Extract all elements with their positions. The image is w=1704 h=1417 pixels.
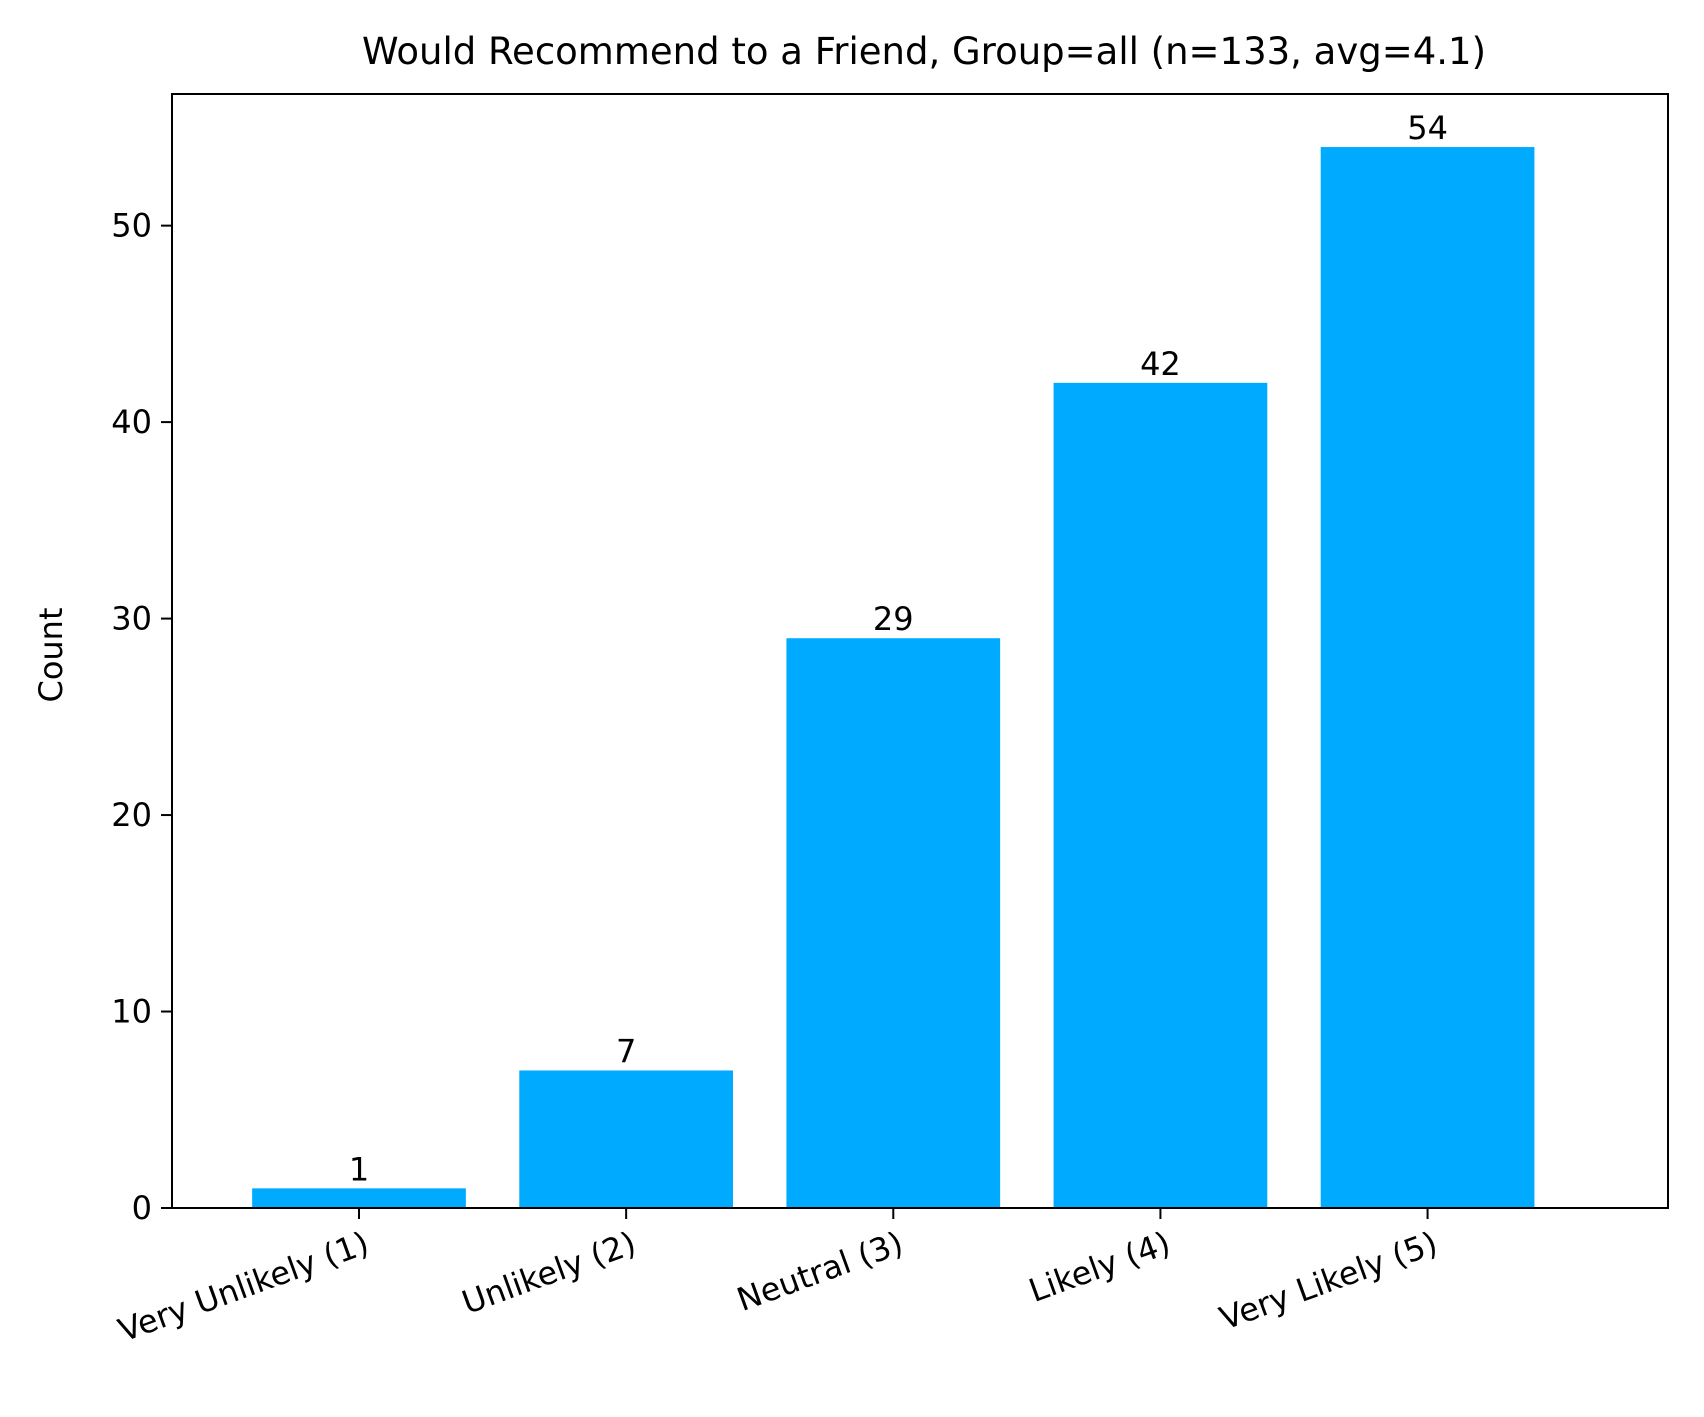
y-tick-label-40: 40 <box>111 403 152 441</box>
bar-4 <box>1053 382 1268 1208</box>
y-tick-label-10: 10 <box>111 993 152 1031</box>
y-axis-ticks: 0 10 20 30 40 50 <box>111 207 172 1227</box>
data-label-3: 29 <box>873 600 914 638</box>
bars-layer <box>252 147 1535 1209</box>
bar-2 <box>519 1070 733 1208</box>
data-label-1: 1 <box>349 1150 369 1188</box>
y-tick-label-30: 30 <box>111 600 152 638</box>
chart-title: Would Recommend to a Friend, Group=all (… <box>362 30 1486 73</box>
y-tick-label-0: 0 <box>132 1189 152 1227</box>
data-label-5: 54 <box>1407 109 1448 147</box>
y-tick-label-20: 20 <box>111 796 152 834</box>
bar-5 <box>1320 147 1535 1209</box>
y-tick-label-50: 50 <box>111 207 152 245</box>
bar-1 <box>252 1188 466 1208</box>
data-labels-layer: 1 7 29 42 54 <box>349 109 1448 1188</box>
data-label-4: 42 <box>1140 345 1181 383</box>
y-axis-label: Count <box>32 607 70 702</box>
data-label-2: 7 <box>616 1032 636 1070</box>
bar-3 <box>786 638 1001 1208</box>
plot-frame <box>171 93 1669 1209</box>
